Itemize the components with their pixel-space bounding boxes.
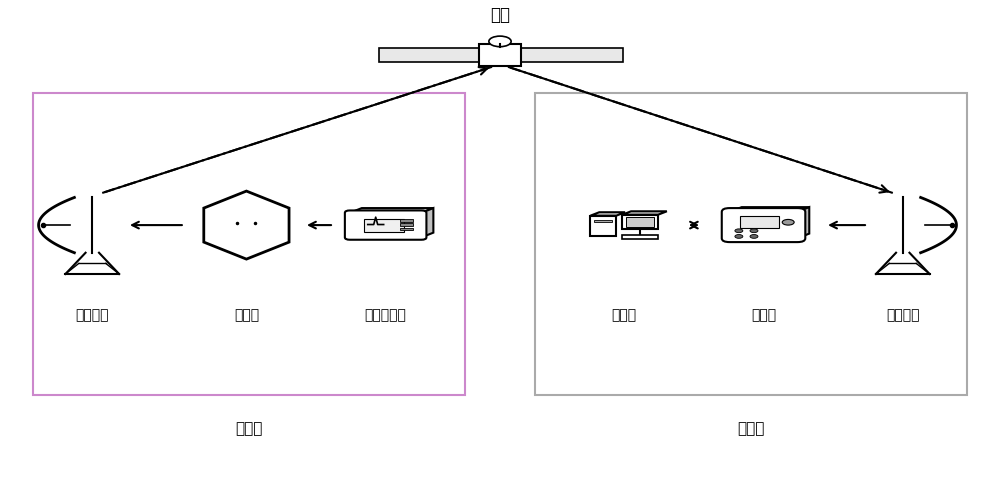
Bar [364,219,404,232]
Polygon shape [421,208,433,237]
Bar [535,93,967,395]
Polygon shape [204,191,289,259]
Circle shape [735,229,743,233]
Text: 高功放: 高功放 [234,308,259,322]
Polygon shape [590,212,625,215]
Bar [626,216,654,227]
Text: 被测站: 被测站 [235,421,263,436]
Text: 卫星: 卫星 [490,6,510,24]
Circle shape [735,235,743,238]
Bar [379,48,481,62]
Text: 信号发生器: 信号发生器 [365,308,407,322]
Text: 计算机: 计算机 [612,308,637,322]
Bar [622,215,658,229]
Bar [594,220,612,222]
Polygon shape [350,208,433,213]
Text: 频谱仪: 频谱仪 [751,308,776,322]
FancyBboxPatch shape [722,208,805,242]
Bar [521,48,623,62]
FancyBboxPatch shape [345,211,426,240]
Circle shape [750,229,758,233]
Bar [740,215,779,228]
Text: 测试天线: 测试天线 [886,308,920,322]
Text: 测试站: 测试站 [737,421,765,436]
Bar [400,219,413,222]
Polygon shape [797,207,809,238]
Circle shape [489,36,511,47]
Bar [400,227,413,230]
Circle shape [750,235,758,238]
Text: 被测天线: 被测天线 [76,308,109,322]
Bar [622,235,658,239]
Bar [479,44,521,66]
Bar [590,215,616,237]
Bar [33,93,465,395]
Polygon shape [622,211,667,215]
Bar [400,224,413,226]
Polygon shape [730,207,809,212]
Circle shape [782,219,794,225]
